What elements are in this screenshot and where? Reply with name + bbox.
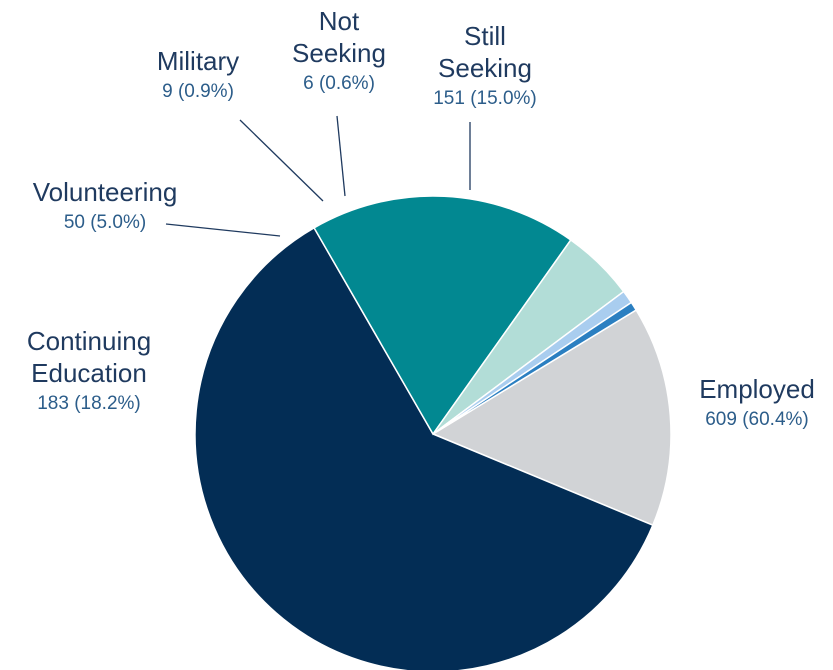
slice-name-label: Volunteering: [33, 177, 178, 207]
slice-still-seeking: [431, 308, 672, 527]
leader-line-military: [239, 119, 324, 202]
leader-line-not-seeking: [336, 115, 346, 197]
slice-value-label: 151 (15.0%): [433, 88, 537, 109]
slice-name-label: Not: [319, 6, 360, 36]
slice-name-label: Education: [31, 358, 147, 388]
slice-name-label: Seeking: [292, 38, 386, 68]
slice-continuing-education: [313, 195, 572, 436]
slice-value-label: 50 (5.0%): [64, 212, 146, 233]
slice-value-label: 9 (0.9%): [162, 81, 234, 102]
slice-value-label: 6 (0.6%): [303, 73, 375, 94]
slice-name-label: Seeking: [438, 53, 532, 83]
slice-value-label: 183 (18.2%): [37, 393, 141, 414]
slice-value-label: 609 (60.4%): [705, 409, 809, 430]
slice-name-label: Military: [157, 46, 239, 76]
leader-lines: [165, 115, 471, 237]
pie-slices: [194, 195, 672, 670]
slice-employed: [194, 226, 654, 670]
slice-name-label: Employed: [699, 374, 815, 404]
slice-name-label: Continuing: [27, 326, 151, 356]
slice-name-label: Still: [464, 21, 506, 51]
slice-not-seeking: [432, 301, 638, 435]
leader-line-volunteering: [165, 223, 281, 237]
